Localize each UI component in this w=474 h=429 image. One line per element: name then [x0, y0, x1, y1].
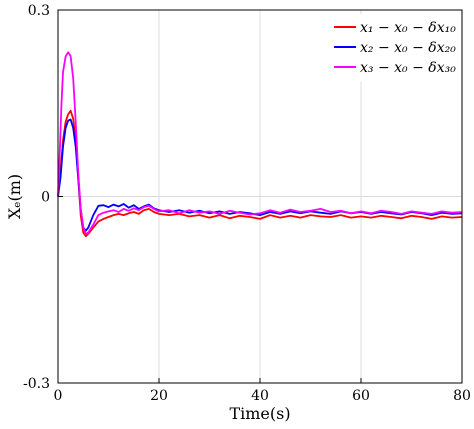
legend: x₁ − x₀ − δx₁₀ x₂ − x₀ − δx₂₀ x₃ − x₀ − δx…: [330, 14, 460, 82]
x-tick-label: 60: [352, 388, 370, 404]
y-tick-label: 0: [41, 190, 50, 206]
data-series: [57, 51, 463, 238]
legend-label-1: x₁ − x₀ − δx₁₀: [360, 20, 456, 36]
x-tick-label: 80: [453, 388, 471, 404]
legend-label-2: x₂ − x₀ − δx₂₀: [360, 40, 456, 56]
y-tick-label: 0.3: [28, 3, 50, 19]
y-axis-label: Xₑ(m): [5, 174, 24, 219]
series-line-3: [57, 51, 463, 235]
x-tick-label: 40: [251, 388, 269, 404]
legend-label-3: x₃ − x₀ − δx₃₀: [360, 60, 456, 76]
x-axis-label: Time(s): [229, 404, 290, 423]
axis-ticks: 0 20 40 60 80-0.300.3: [23, 3, 471, 404]
y-tick-label: -0.3: [23, 376, 50, 392]
x-tick-label: 0: [54, 388, 63, 404]
x-tick-label: 20: [150, 388, 168, 404]
